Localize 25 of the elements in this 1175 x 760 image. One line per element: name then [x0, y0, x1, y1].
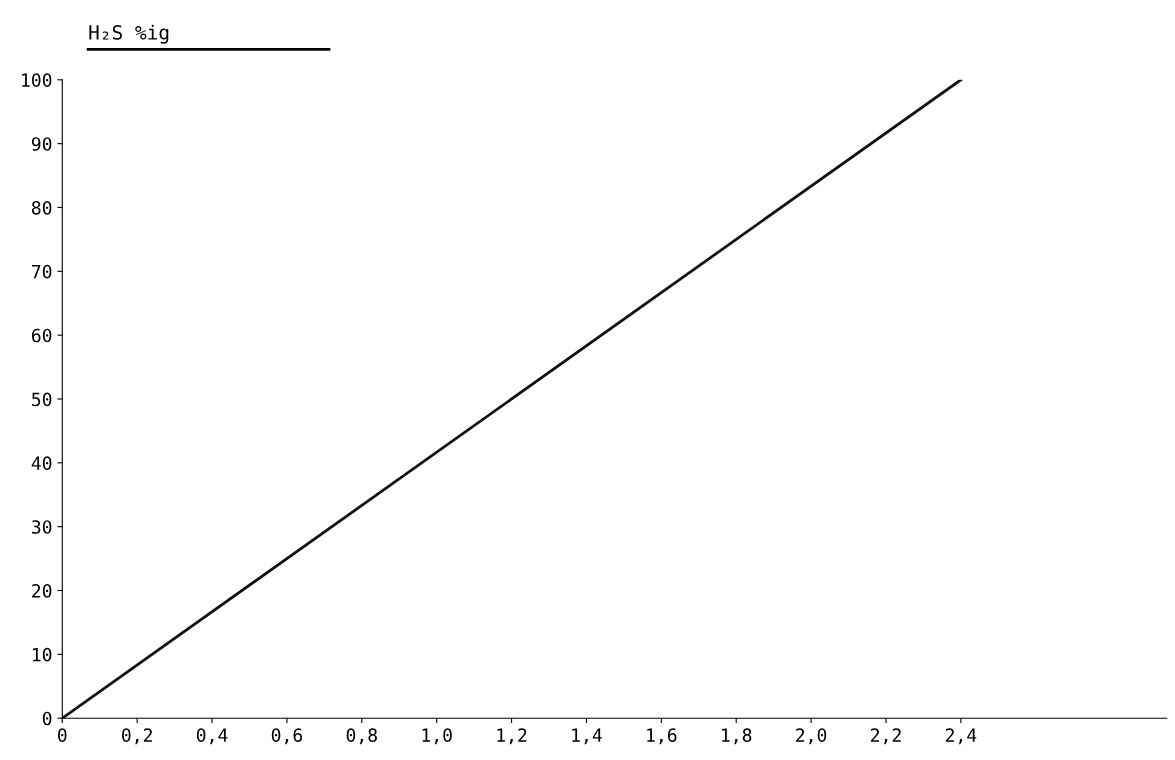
y-tick-label: 40	[31, 456, 52, 470]
x-tick-label: 2,4	[945, 728, 977, 745]
y-tick-label: 0	[42, 711, 52, 726]
y-tick-label: 70	[32, 264, 52, 279]
y-tick-label: 50	[32, 392, 52, 407]
x-tick-label: 0,4	[196, 728, 228, 745]
x-tick-label: 0,8	[346, 728, 377, 745]
x-tick-label: 1,8	[722, 728, 752, 745]
x-tick-label: 1,4	[572, 728, 602, 745]
y-tick-label: 60	[31, 328, 52, 343]
y-tick-label: 80	[31, 200, 52, 215]
x-tick-label: 2,2	[871, 728, 901, 745]
x-tick-label: 0	[58, 728, 67, 742]
x-tick-label: 2,0	[796, 728, 827, 745]
y-tick-label: 20	[32, 584, 52, 598]
x-tick-label: 1,0	[422, 728, 452, 745]
chart-title: H₂S %ig	[89, 24, 169, 44]
x-tick-label: 1,6	[647, 728, 677, 745]
y-tick-label: 30	[32, 520, 52, 534]
y-tick-label: 90	[31, 137, 52, 151]
x-tick-label: 0,2	[122, 728, 152, 745]
y-tick-label: 10	[32, 647, 52, 662]
x-tick-label: 1,2	[497, 728, 527, 745]
y-tick-label: 100	[22, 73, 52, 87]
x-tick-label: 0,6	[271, 728, 303, 745]
